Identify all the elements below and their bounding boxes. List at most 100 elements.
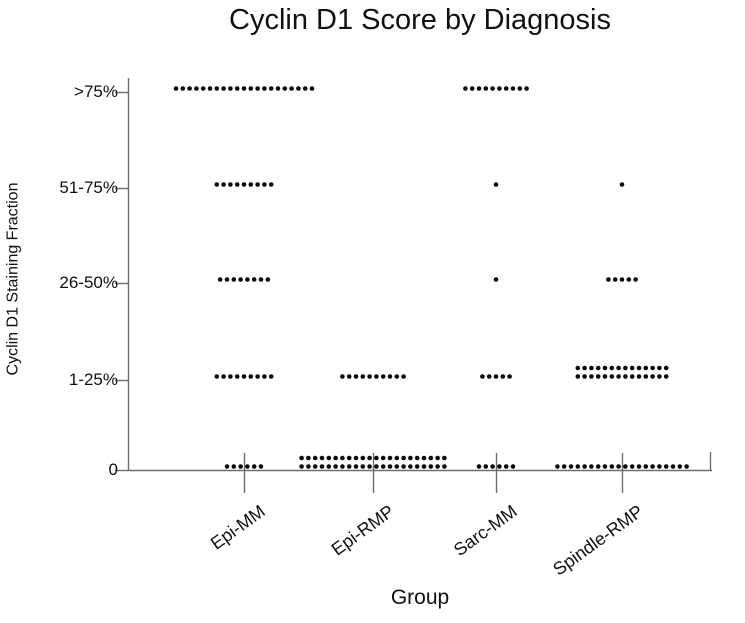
data-dot [575, 365, 581, 371]
data-dot [268, 86, 274, 91]
data-dot [353, 374, 359, 379]
data-dot [275, 86, 281, 91]
data-dot [214, 374, 220, 379]
data-dot [657, 464, 662, 469]
chart-title: Cyclin D1 Score by Diagnosis [229, 4, 611, 36]
data-dot [616, 365, 621, 371]
data-dot [268, 374, 274, 379]
data-dot [582, 464, 587, 469]
data-dot [490, 464, 495, 469]
data-dot [387, 455, 393, 461]
data-dot [312, 464, 318, 469]
data-dot [421, 455, 427, 461]
data-dot [251, 277, 257, 282]
data-dot [255, 182, 260, 187]
data-dot [657, 365, 662, 371]
data-dot [582, 374, 587, 379]
data-dot [231, 277, 237, 282]
data-dot [248, 86, 254, 91]
data-dot [507, 374, 512, 379]
data-dot [428, 464, 434, 469]
data-dot [241, 86, 247, 91]
data-dot [408, 464, 413, 469]
data-dot [623, 464, 628, 469]
data-dot [228, 182, 233, 187]
data-dot [238, 464, 243, 469]
data-dot [616, 374, 621, 379]
data-dot [503, 464, 509, 469]
data-dot [609, 374, 615, 379]
data-dot [408, 455, 413, 461]
data-dot [333, 455, 338, 461]
data-dot [606, 277, 611, 282]
x-axis-title: Group [390, 586, 450, 609]
data-dot [486, 374, 492, 379]
data-dot [234, 374, 240, 379]
data-dot [228, 374, 233, 379]
data-dot [561, 464, 567, 469]
data-dot [214, 86, 220, 91]
data-dot [670, 464, 676, 469]
data-dot [589, 365, 594, 371]
data-dot [619, 277, 625, 282]
data-dot [394, 374, 400, 379]
data-dot [582, 365, 587, 371]
data-dot [401, 374, 406, 379]
data-dot [657, 374, 662, 379]
data-dot [650, 464, 655, 469]
data-dot [629, 464, 635, 469]
data-dot [463, 86, 468, 91]
data-dot [340, 455, 345, 461]
data-dot [589, 464, 594, 469]
data-dot [374, 464, 379, 469]
data-dot [589, 374, 594, 379]
data-dot [480, 374, 485, 379]
data-dot [319, 455, 325, 461]
data-dot [173, 86, 179, 91]
data-dot [333, 464, 338, 469]
data-dot [268, 182, 274, 187]
data-dot [262, 182, 267, 187]
data-dot [421, 464, 427, 469]
data-dot [234, 182, 240, 187]
data-dot [401, 455, 406, 461]
data-dot [255, 374, 260, 379]
data-dot [633, 277, 638, 282]
data-dot [340, 464, 345, 469]
data-dot [231, 464, 237, 469]
data-dot [367, 464, 372, 469]
data-dot [346, 455, 352, 461]
data-dot [609, 365, 615, 371]
data-dot [282, 86, 288, 91]
data-dot [258, 464, 264, 469]
data-dot [483, 464, 489, 469]
data-dot [629, 365, 635, 371]
data-dot [346, 464, 352, 469]
data-dot [428, 455, 434, 461]
data-dot [650, 365, 655, 371]
data-dot [302, 86, 308, 91]
data-dot [214, 182, 220, 187]
data-dot [299, 455, 304, 461]
data-dot [265, 277, 271, 282]
data-dot [602, 374, 608, 379]
data-dot [568, 464, 574, 469]
data-dot [238, 277, 243, 282]
data-dot [241, 182, 247, 187]
data-dot [380, 464, 386, 469]
data-dot [360, 455, 366, 461]
data-dot [360, 464, 366, 469]
data-dot [262, 86, 267, 91]
data-dot [469, 86, 475, 91]
data-dot [517, 86, 523, 91]
data-dot [414, 455, 420, 461]
data-dot [224, 277, 230, 282]
data-dot [245, 464, 250, 469]
data-dot [296, 86, 301, 91]
data-dot [684, 464, 689, 469]
data-dot [194, 86, 199, 91]
data-dot [555, 464, 560, 469]
data-dot [435, 464, 440, 469]
